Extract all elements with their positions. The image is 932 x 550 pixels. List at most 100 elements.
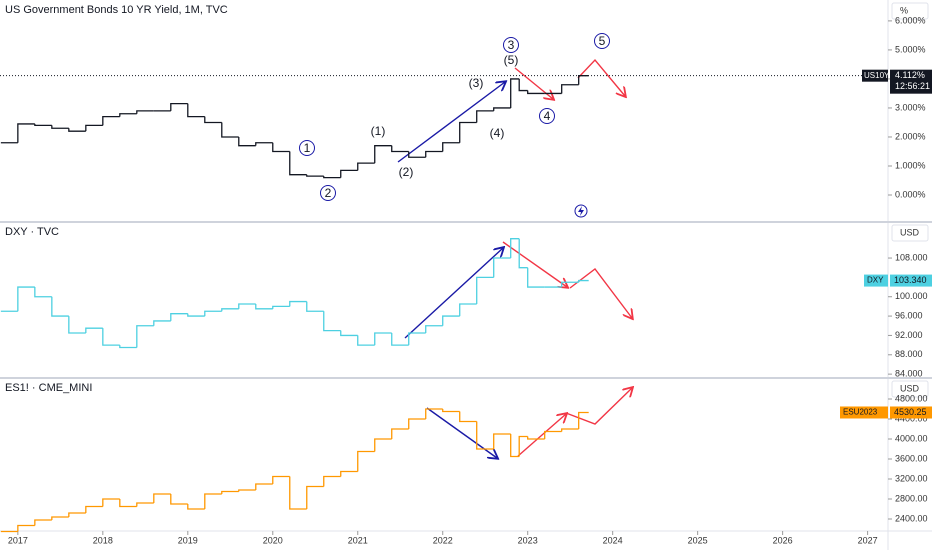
step-segment	[238, 136, 256, 147]
arrow	[426, 407, 497, 458]
y-tick-label: 92.000	[895, 330, 923, 340]
step-segment	[510, 238, 520, 259]
symbol-label: DXY	[867, 276, 884, 285]
step-segment	[408, 332, 426, 346]
y-tick-label: 3200.00	[895, 473, 928, 483]
step-segment	[51, 296, 69, 317]
x-tick-label: 2020	[263, 535, 283, 545]
step-segment	[221, 122, 239, 138]
price-label: 4.112%	[895, 70, 925, 80]
step-segment	[136, 502, 154, 507]
step-segment	[85, 124, 103, 132]
step-segment	[425, 325, 443, 334]
step-segment	[442, 142, 460, 152]
step-segment	[289, 151, 307, 176]
step-segment	[561, 428, 579, 432]
step-segment	[68, 512, 86, 517]
step-segment	[561, 84, 579, 94]
unit-box	[891, 2, 929, 20]
y-tick-label: 6.000%	[895, 15, 926, 25]
step-segment	[289, 476, 307, 510]
unit-label: USD	[900, 383, 920, 393]
price-box	[890, 406, 932, 419]
step-segment	[323, 475, 341, 487]
step-segment	[255, 303, 273, 310]
step-segment	[17, 123, 35, 143]
step-segment	[136, 110, 154, 114]
step-segment	[272, 475, 290, 484]
unit-box	[891, 380, 929, 398]
step-segment	[510, 78, 520, 108]
step-segment	[187, 504, 205, 510]
step-segment	[51, 125, 69, 129]
step-segment	[374, 332, 392, 346]
step-segment	[306, 174, 324, 177]
x-tick-label: 2022	[433, 535, 453, 545]
x-tick-label: 2023	[518, 535, 538, 545]
step-segment	[357, 450, 375, 472]
step-segment	[459, 121, 477, 143]
step-segment	[323, 176, 341, 179]
step-segment	[153, 493, 171, 503]
step-segment	[425, 408, 443, 419]
step-segment	[221, 490, 239, 494]
arrow	[502, 241, 567, 287]
timer-label: 12:56:21	[895, 81, 930, 91]
step-segment	[340, 470, 358, 477]
step-segment	[51, 516, 69, 520]
wave-label: (1)	[371, 124, 386, 138]
step-segment	[323, 311, 341, 332]
pane-title: US Government Bonds 10 YR Yield, 1M, TVC	[5, 4, 228, 16]
step-segment	[170, 313, 188, 321]
x-tick-label: 2021	[348, 535, 368, 545]
trend-arrows	[397, 58, 632, 458]
symbol-box	[864, 274, 888, 287]
step-segment	[527, 436, 545, 440]
step-segment	[493, 107, 511, 111]
step-segment	[442, 409, 460, 413]
symbol-label: ESU2023	[843, 408, 878, 417]
price-label: 4530.25	[894, 407, 927, 417]
step-segment	[119, 499, 137, 508]
step-segment	[204, 493, 222, 509]
step-segment	[408, 151, 426, 158]
step-segment	[289, 300, 307, 307]
step-segment	[561, 281, 579, 288]
unit-label: USD	[900, 227, 920, 237]
wave-circle	[299, 140, 315, 156]
step-segment	[391, 145, 409, 153]
y-tick-label: 5.000%	[895, 44, 926, 54]
x-tick-label: 2019	[178, 535, 198, 545]
y-tick-label: 84.000	[895, 369, 923, 379]
x-tick-label: 2026	[773, 535, 793, 545]
step-segment	[425, 150, 443, 158]
wave-circle	[503, 37, 519, 53]
y-tick-label: 1.000%	[895, 160, 926, 170]
step-segment	[85, 327, 103, 334]
step-segment	[187, 103, 205, 118]
step-segment	[510, 434, 520, 458]
step-segment	[374, 145, 392, 164]
wave-label: (2)	[399, 165, 414, 179]
step-segment	[527, 267, 545, 288]
wave-label: (3)	[469, 76, 484, 90]
x-tick-label: 2017	[8, 535, 28, 545]
y-tick-label: 3600.00	[895, 453, 928, 463]
step-segment	[204, 310, 222, 317]
step-segment	[476, 421, 494, 450]
unit-box	[891, 224, 929, 242]
arrow	[565, 388, 632, 425]
arrow	[397, 82, 505, 163]
step-segment	[17, 286, 35, 312]
wave-circle	[539, 108, 555, 124]
symbol-box	[862, 69, 888, 82]
arrow	[577, 58, 625, 96]
unit-label: %	[900, 5, 908, 15]
pane-title: ES1! · CME_MINI	[5, 382, 92, 394]
step-segment	[391, 333, 409, 346]
step-segment	[102, 328, 120, 346]
step-segment	[17, 524, 35, 532]
step-segment	[340, 169, 358, 178]
